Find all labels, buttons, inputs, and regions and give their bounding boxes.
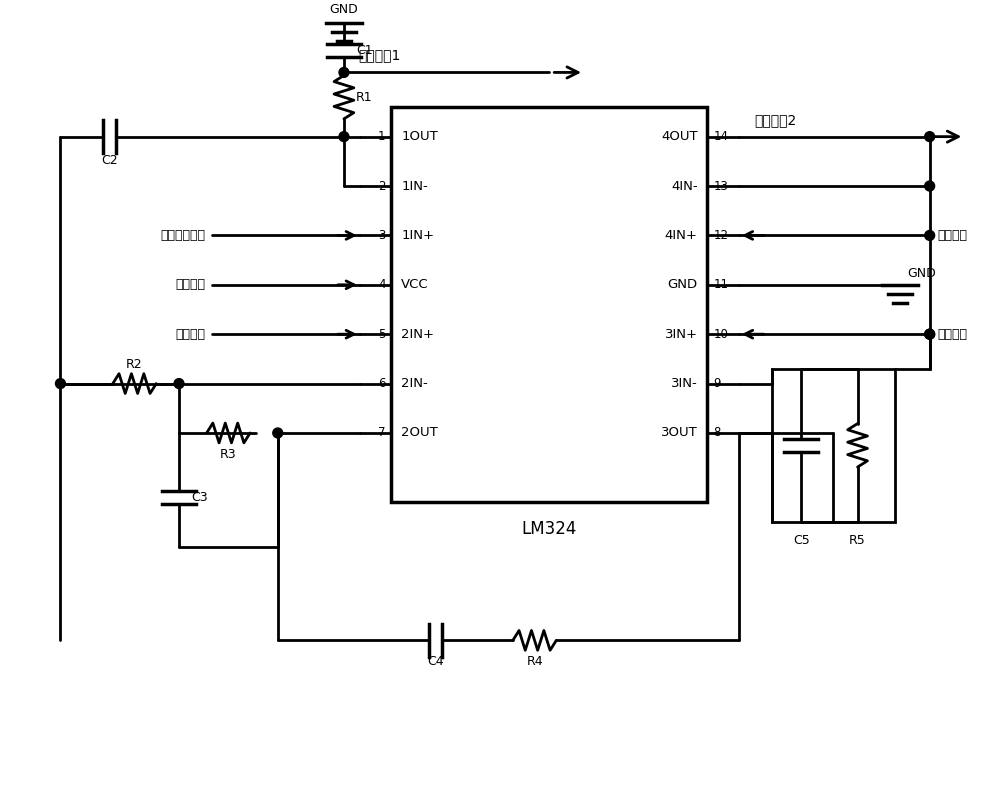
Text: 工作电压: 工作电压 <box>176 279 206 291</box>
Text: 基准电压: 基准电压 <box>176 327 206 341</box>
Text: 8: 8 <box>713 426 721 440</box>
Text: 6: 6 <box>378 377 385 390</box>
Text: R5: R5 <box>849 534 866 546</box>
Circle shape <box>56 378 65 389</box>
Circle shape <box>925 132 935 141</box>
Text: 4IN-: 4IN- <box>671 180 698 192</box>
Text: R1: R1 <box>356 90 372 104</box>
Text: R4: R4 <box>526 655 543 668</box>
Text: 1IN+: 1IN+ <box>401 229 434 242</box>
Text: 振弦采集信号: 振弦采集信号 <box>161 229 206 242</box>
Text: LM324: LM324 <box>522 520 577 538</box>
Text: 4OUT: 4OUT <box>661 130 698 143</box>
Text: 振弦信号1: 振弦信号1 <box>359 49 401 63</box>
Text: 3: 3 <box>378 229 385 242</box>
Circle shape <box>925 231 935 240</box>
Circle shape <box>925 181 935 191</box>
Text: C3: C3 <box>191 491 207 504</box>
Bar <box>772 369 895 522</box>
Circle shape <box>174 378 184 389</box>
Text: C4: C4 <box>427 655 444 668</box>
Text: C1: C1 <box>356 44 372 57</box>
Text: 振弦信号2: 振弦信号2 <box>754 113 796 126</box>
Text: 2OUT: 2OUT <box>401 426 438 440</box>
Text: 4: 4 <box>378 279 385 291</box>
Circle shape <box>339 68 349 78</box>
Bar <box>391 107 707 502</box>
Text: 基准电压: 基准电压 <box>938 327 968 341</box>
Text: 14: 14 <box>713 130 728 143</box>
Text: 5: 5 <box>378 327 385 341</box>
Text: 1: 1 <box>378 130 385 143</box>
Text: C5: C5 <box>793 534 810 546</box>
Text: 7: 7 <box>378 426 385 440</box>
Text: 基准电压: 基准电压 <box>938 229 968 242</box>
Circle shape <box>925 329 935 339</box>
Text: 9: 9 <box>713 377 721 390</box>
Text: 1OUT: 1OUT <box>401 130 438 143</box>
Circle shape <box>339 132 349 141</box>
Text: 1IN-: 1IN- <box>401 180 428 192</box>
Text: GND: GND <box>667 279 698 291</box>
Text: 2: 2 <box>378 180 385 192</box>
Text: 3IN+: 3IN+ <box>665 327 698 341</box>
Text: GND: GND <box>330 3 358 16</box>
Text: 3IN-: 3IN- <box>671 377 698 390</box>
Text: R3: R3 <box>220 447 237 461</box>
Text: 12: 12 <box>713 229 728 242</box>
Text: GND: GND <box>907 267 936 280</box>
Text: 4IN+: 4IN+ <box>665 229 698 242</box>
Circle shape <box>925 329 935 339</box>
Text: C2: C2 <box>102 155 118 167</box>
Text: 11: 11 <box>713 279 728 291</box>
Text: 13: 13 <box>713 180 728 192</box>
Text: 2IN-: 2IN- <box>401 377 428 390</box>
Text: 10: 10 <box>713 327 728 341</box>
Text: 3OUT: 3OUT <box>661 426 698 440</box>
Text: 2IN+: 2IN+ <box>401 327 434 341</box>
Text: VCC: VCC <box>401 279 429 291</box>
Circle shape <box>273 428 283 438</box>
Text: R2: R2 <box>126 358 143 371</box>
